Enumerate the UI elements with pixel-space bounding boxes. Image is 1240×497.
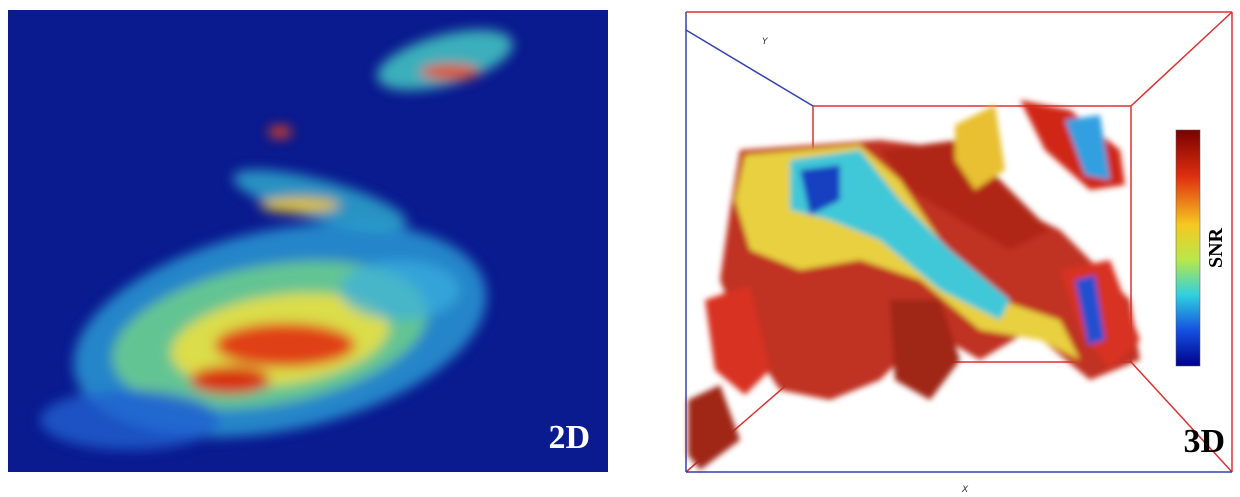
surface <box>688 100 1140 470</box>
x-axis-label: X <box>961 485 969 495</box>
y-axis-label: Y <box>762 37 769 47</box>
panel-label: 3D <box>1183 423 1225 460</box>
figure: 2D Y X <box>0 0 1240 497</box>
colorbar <box>1176 130 1200 366</box>
panel-2d: 2D <box>8 10 608 472</box>
panel-3d: Y X SNR 3D <box>686 12 1232 495</box>
panel-label: 2D <box>548 419 590 456</box>
colorbar-label: SNR <box>1205 227 1227 268</box>
